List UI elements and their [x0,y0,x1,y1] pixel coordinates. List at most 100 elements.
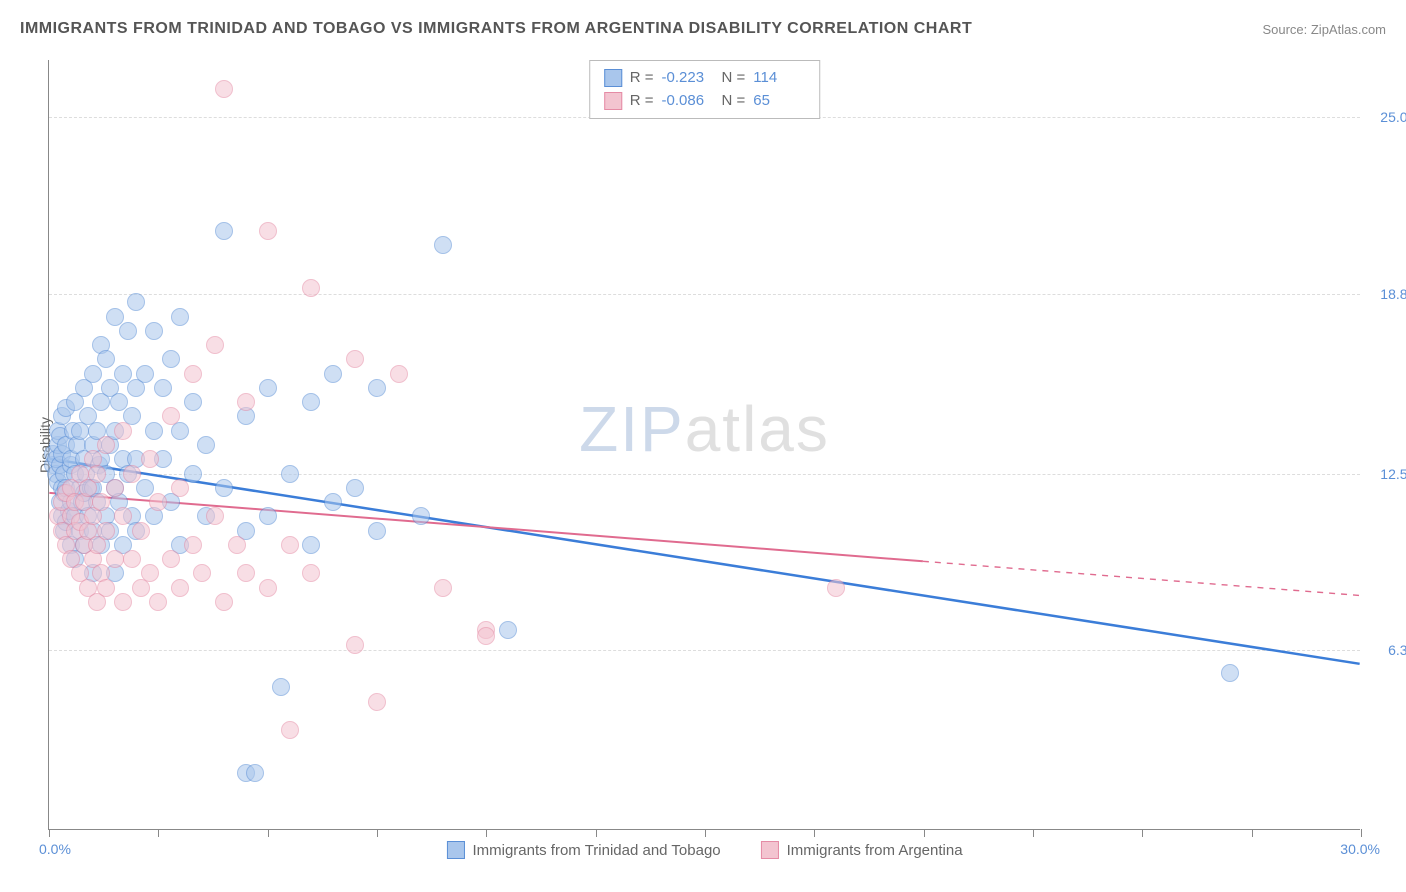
x-axis-min-label: 0.0% [39,841,71,857]
scatter-point-trinidad [324,493,342,511]
x-tick [1142,829,1143,837]
legend-swatch-argentina [761,841,779,859]
gridline [49,650,1360,651]
scatter-point-argentina [149,493,167,511]
scatter-point-trinidad [136,479,154,497]
y-tick-label: 25.0% [1380,109,1406,125]
scatter-point-argentina [215,593,233,611]
scatter-point-argentina [206,507,224,525]
scatter-point-trinidad [84,365,102,383]
stats-legend: R =-0.223N =114R =-0.086N =65 [589,60,821,119]
scatter-point-trinidad [106,308,124,326]
scatter-point-argentina [281,721,299,739]
gridline [49,294,1360,295]
scatter-point-argentina [184,536,202,554]
scatter-point-argentina [477,627,495,645]
watermark-atlas: atlas [685,393,830,465]
x-tick [814,829,815,837]
scatter-point-trinidad [302,393,320,411]
scatter-point-argentina [259,579,277,597]
scatter-point-argentina [237,564,255,582]
scatter-point-argentina [193,564,211,582]
scatter-point-trinidad [368,522,386,540]
scatter-point-argentina [149,593,167,611]
scatter-point-argentina [346,636,364,654]
x-axis-max-label: 30.0% [1340,841,1380,857]
stats-row-argentina: R =-0.086N =65 [604,90,806,113]
legend-label-trinidad: Immigrants from Trinidad and Tobago [472,842,720,859]
scatter-point-trinidad [162,350,180,368]
gridline [49,474,1360,475]
scatter-point-argentina [302,279,320,297]
scatter-point-argentina [228,536,246,554]
scatter-point-trinidad [259,507,277,525]
r-label: R = [630,67,654,90]
scatter-point-argentina [184,365,202,383]
watermark-zip: ZIP [579,393,685,465]
scatter-point-argentina [114,422,132,440]
scatter-point-argentina [302,564,320,582]
bottom-legend: Immigrants from Trinidad and Tobago Immig… [446,841,962,859]
scatter-point-argentina [259,222,277,240]
n-value-argentina: 65 [753,90,805,113]
legend-item-argentina: Immigrants from Argentina [761,841,963,859]
x-tick [1252,829,1253,837]
scatter-point-trinidad [215,479,233,497]
scatter-point-trinidad [171,308,189,326]
y-tick-label: 12.5% [1380,466,1406,482]
scatter-point-argentina [346,350,364,368]
scatter-point-argentina [88,465,106,483]
scatter-point-argentina [141,450,159,468]
x-tick [158,829,159,837]
trend-lines [49,60,1360,829]
scatter-point-argentina [123,550,141,568]
r-value-trinidad: -0.223 [662,67,714,90]
scatter-point-argentina [114,507,132,525]
scatter-point-argentina [281,536,299,554]
watermark: ZIPatlas [579,392,830,466]
scatter-point-argentina [97,522,115,540]
scatter-point-argentina [97,436,115,454]
scatter-point-trinidad [97,350,115,368]
x-tick [486,829,487,837]
x-tick [1033,829,1034,837]
x-tick [377,829,378,837]
stats-row-trinidad: R =-0.223N =114 [604,67,806,90]
source-label: Source: ZipAtlas.com [1262,22,1386,37]
scatter-point-trinidad [272,678,290,696]
scatter-point-argentina [106,550,124,568]
scatter-point-trinidad [281,465,299,483]
scatter-point-argentina [162,550,180,568]
scatter-point-trinidad [145,422,163,440]
scatter-point-trinidad [114,365,132,383]
scatter-point-trinidad [197,436,215,454]
chart-title: IMMIGRANTS FROM TRINIDAD AND TOBAGO VS I… [20,20,972,38]
scatter-point-trinidad [302,536,320,554]
scatter-point-trinidad [1221,664,1239,682]
scatter-point-trinidad [136,365,154,383]
scatter-point-argentina [141,564,159,582]
scatter-point-trinidad [324,365,342,383]
legend-item-trinidad: Immigrants from Trinidad and Tobago [446,841,720,859]
legend-swatch-argentina [604,92,622,110]
scatter-point-argentina [215,80,233,98]
y-tick-label: 6.3% [1388,642,1406,658]
x-tick [924,829,925,837]
scatter-point-trinidad [368,379,386,397]
scatter-point-argentina [390,365,408,383]
n-label: N = [722,67,746,90]
x-tick [596,829,597,837]
y-tick-label: 18.8% [1380,286,1406,302]
scatter-point-trinidad [259,379,277,397]
legend-swatch-trinidad [604,69,622,87]
x-tick [49,829,50,837]
x-tick [268,829,269,837]
scatter-point-trinidad [110,393,128,411]
scatter-point-argentina [434,579,452,597]
scatter-point-trinidad [215,222,233,240]
legend-label-argentina: Immigrants from Argentina [787,842,963,859]
scatter-point-argentina [123,465,141,483]
scatter-point-trinidad [434,236,452,254]
scatter-point-trinidad [127,293,145,311]
x-tick [705,829,706,837]
